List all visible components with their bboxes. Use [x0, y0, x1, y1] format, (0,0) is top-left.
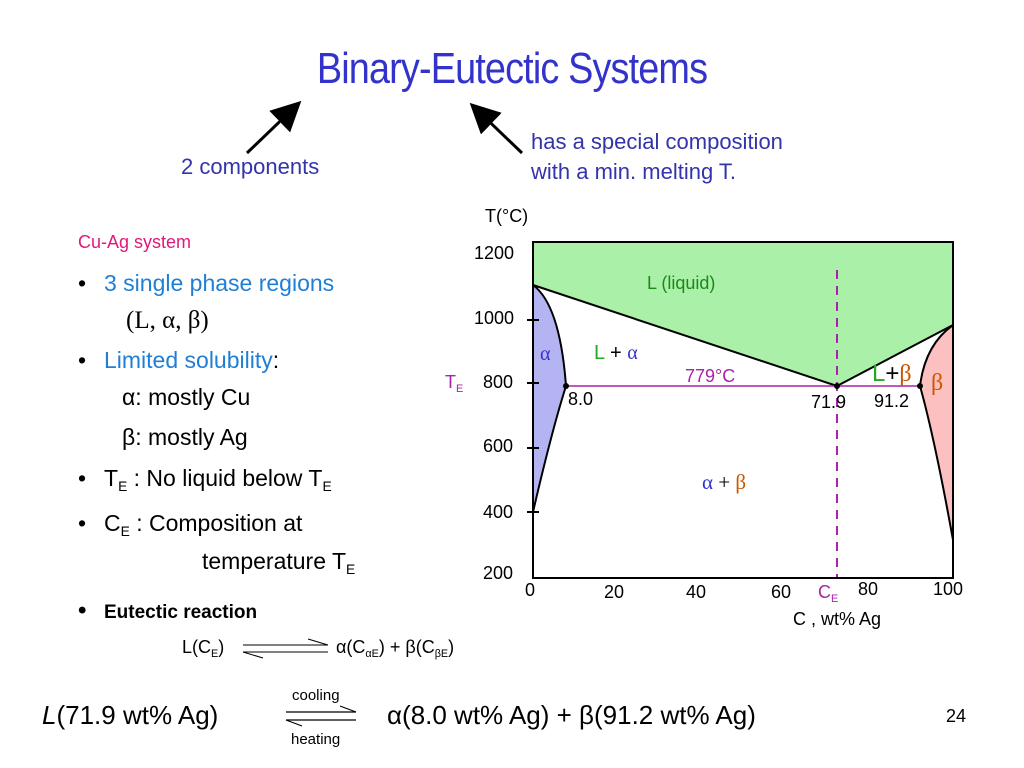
slide-number: 24: [945, 706, 966, 726]
bullet-eutectic-reaction: • Eutectic reaction: [78, 597, 258, 624]
bottom-equilibrium-arrows: [285, 705, 357, 727]
bullet-dot: •: [78, 597, 87, 624]
beta-mostly-ag: β: mostly Ag: [122, 424, 248, 450]
point-alpha: [563, 383, 569, 389]
x-axis-title: C , wt% Ag: [793, 609, 882, 629]
region-liquid-label: L (liquid): [647, 273, 716, 293]
region-alpha-label: α: [540, 343, 551, 365]
solidus-beta: [919, 324, 954, 387]
liquidus-left: [532, 284, 838, 387]
region-beta-label: β: [931, 370, 944, 396]
x-tick-20: 20: [604, 582, 625, 602]
page-title: Binary-Eutectic Systems: [316, 44, 708, 93]
region-l-alpha-label: L + α: [594, 342, 638, 364]
eutectic-temperature-label: 779°C: [685, 366, 736, 386]
solvus-beta: [919, 385, 954, 541]
bullet-limited-solubility: • Limited solubility:: [78, 347, 280, 373]
bullet-phase-list: (L, α, β): [126, 307, 209, 334]
label-heating: heating: [291, 731, 341, 748]
solidus-alpha: [532, 284, 567, 387]
x-tick-100: 100: [933, 579, 964, 599]
plot-frame: [532, 241, 954, 579]
te-label: TE: [445, 372, 464, 395]
y-tick-400: 400: [483, 502, 514, 522]
arrow-left: [245, 100, 302, 155]
liquid-region: [533, 242, 953, 386]
temperature-te-line: temperature TE: [202, 548, 356, 577]
arrow-right: [469, 102, 524, 155]
ce-label: CE: [818, 582, 839, 605]
x-tick-60: 60: [771, 582, 792, 602]
annotation-special-composition: has a special composition with a min. me…: [531, 129, 783, 184]
x-tick-80: 80: [858, 579, 879, 599]
composition-beta-label: 91.2: [874, 391, 910, 411]
alpha-mostly-cu: α: mostly Cu: [122, 384, 251, 410]
y-tick-600: 600: [483, 436, 514, 456]
bullet-dot: •: [78, 465, 87, 491]
region-alpha-beta-label: α + β: [702, 470, 747, 494]
beta-region: [920, 325, 953, 540]
point-beta: [917, 383, 923, 389]
reaction-left-side: L(CE): [182, 637, 225, 660]
annotation-components: 2 components: [181, 154, 320, 179]
x-tick-0: 0: [525, 580, 536, 600]
y-tick-800: 800: [483, 372, 514, 392]
composition-eutectic-label: 71.9: [811, 392, 847, 412]
region-l-beta-label: L+β: [872, 360, 912, 387]
reaction-right-side: α(CαE) + β(CβE): [336, 637, 455, 660]
bullet-dot: •: [78, 347, 87, 373]
bullet-eutectic-composition: • CE : Composition at: [78, 510, 303, 539]
bullet-dot: •: [78, 510, 87, 536]
bottom-equation-right: α(8.0 wt% Ag) + β(91.2 wt% Ag): [387, 700, 756, 730]
solvus-alpha: [532, 385, 567, 513]
x-tick-40: 40: [686, 582, 707, 602]
composition-alpha-label: 8.0: [568, 389, 594, 409]
y-tick-1200: 1200: [474, 243, 515, 263]
y-axis-title: T(°C): [485, 206, 529, 226]
bottom-equation-left: L(71.9 wt% Ag): [42, 700, 219, 730]
point-eutectic: [834, 383, 840, 389]
bullet-eutectic-temperature: • TE : No liquid below TE: [78, 465, 332, 494]
liquidus-right: [836, 324, 954, 387]
y-tick-200: 200: [483, 563, 514, 583]
system-label: Cu-Ag system: [78, 232, 192, 252]
bullet-dot: •: [78, 270, 87, 296]
label-cooling: cooling: [292, 687, 340, 704]
reaction-equilibrium-arrows: [242, 638, 329, 659]
alpha-region: [533, 285, 566, 512]
bullet-single-phase: • 3 single phase regions: [78, 270, 335, 296]
y-tick-1000: 1000: [474, 308, 515, 328]
